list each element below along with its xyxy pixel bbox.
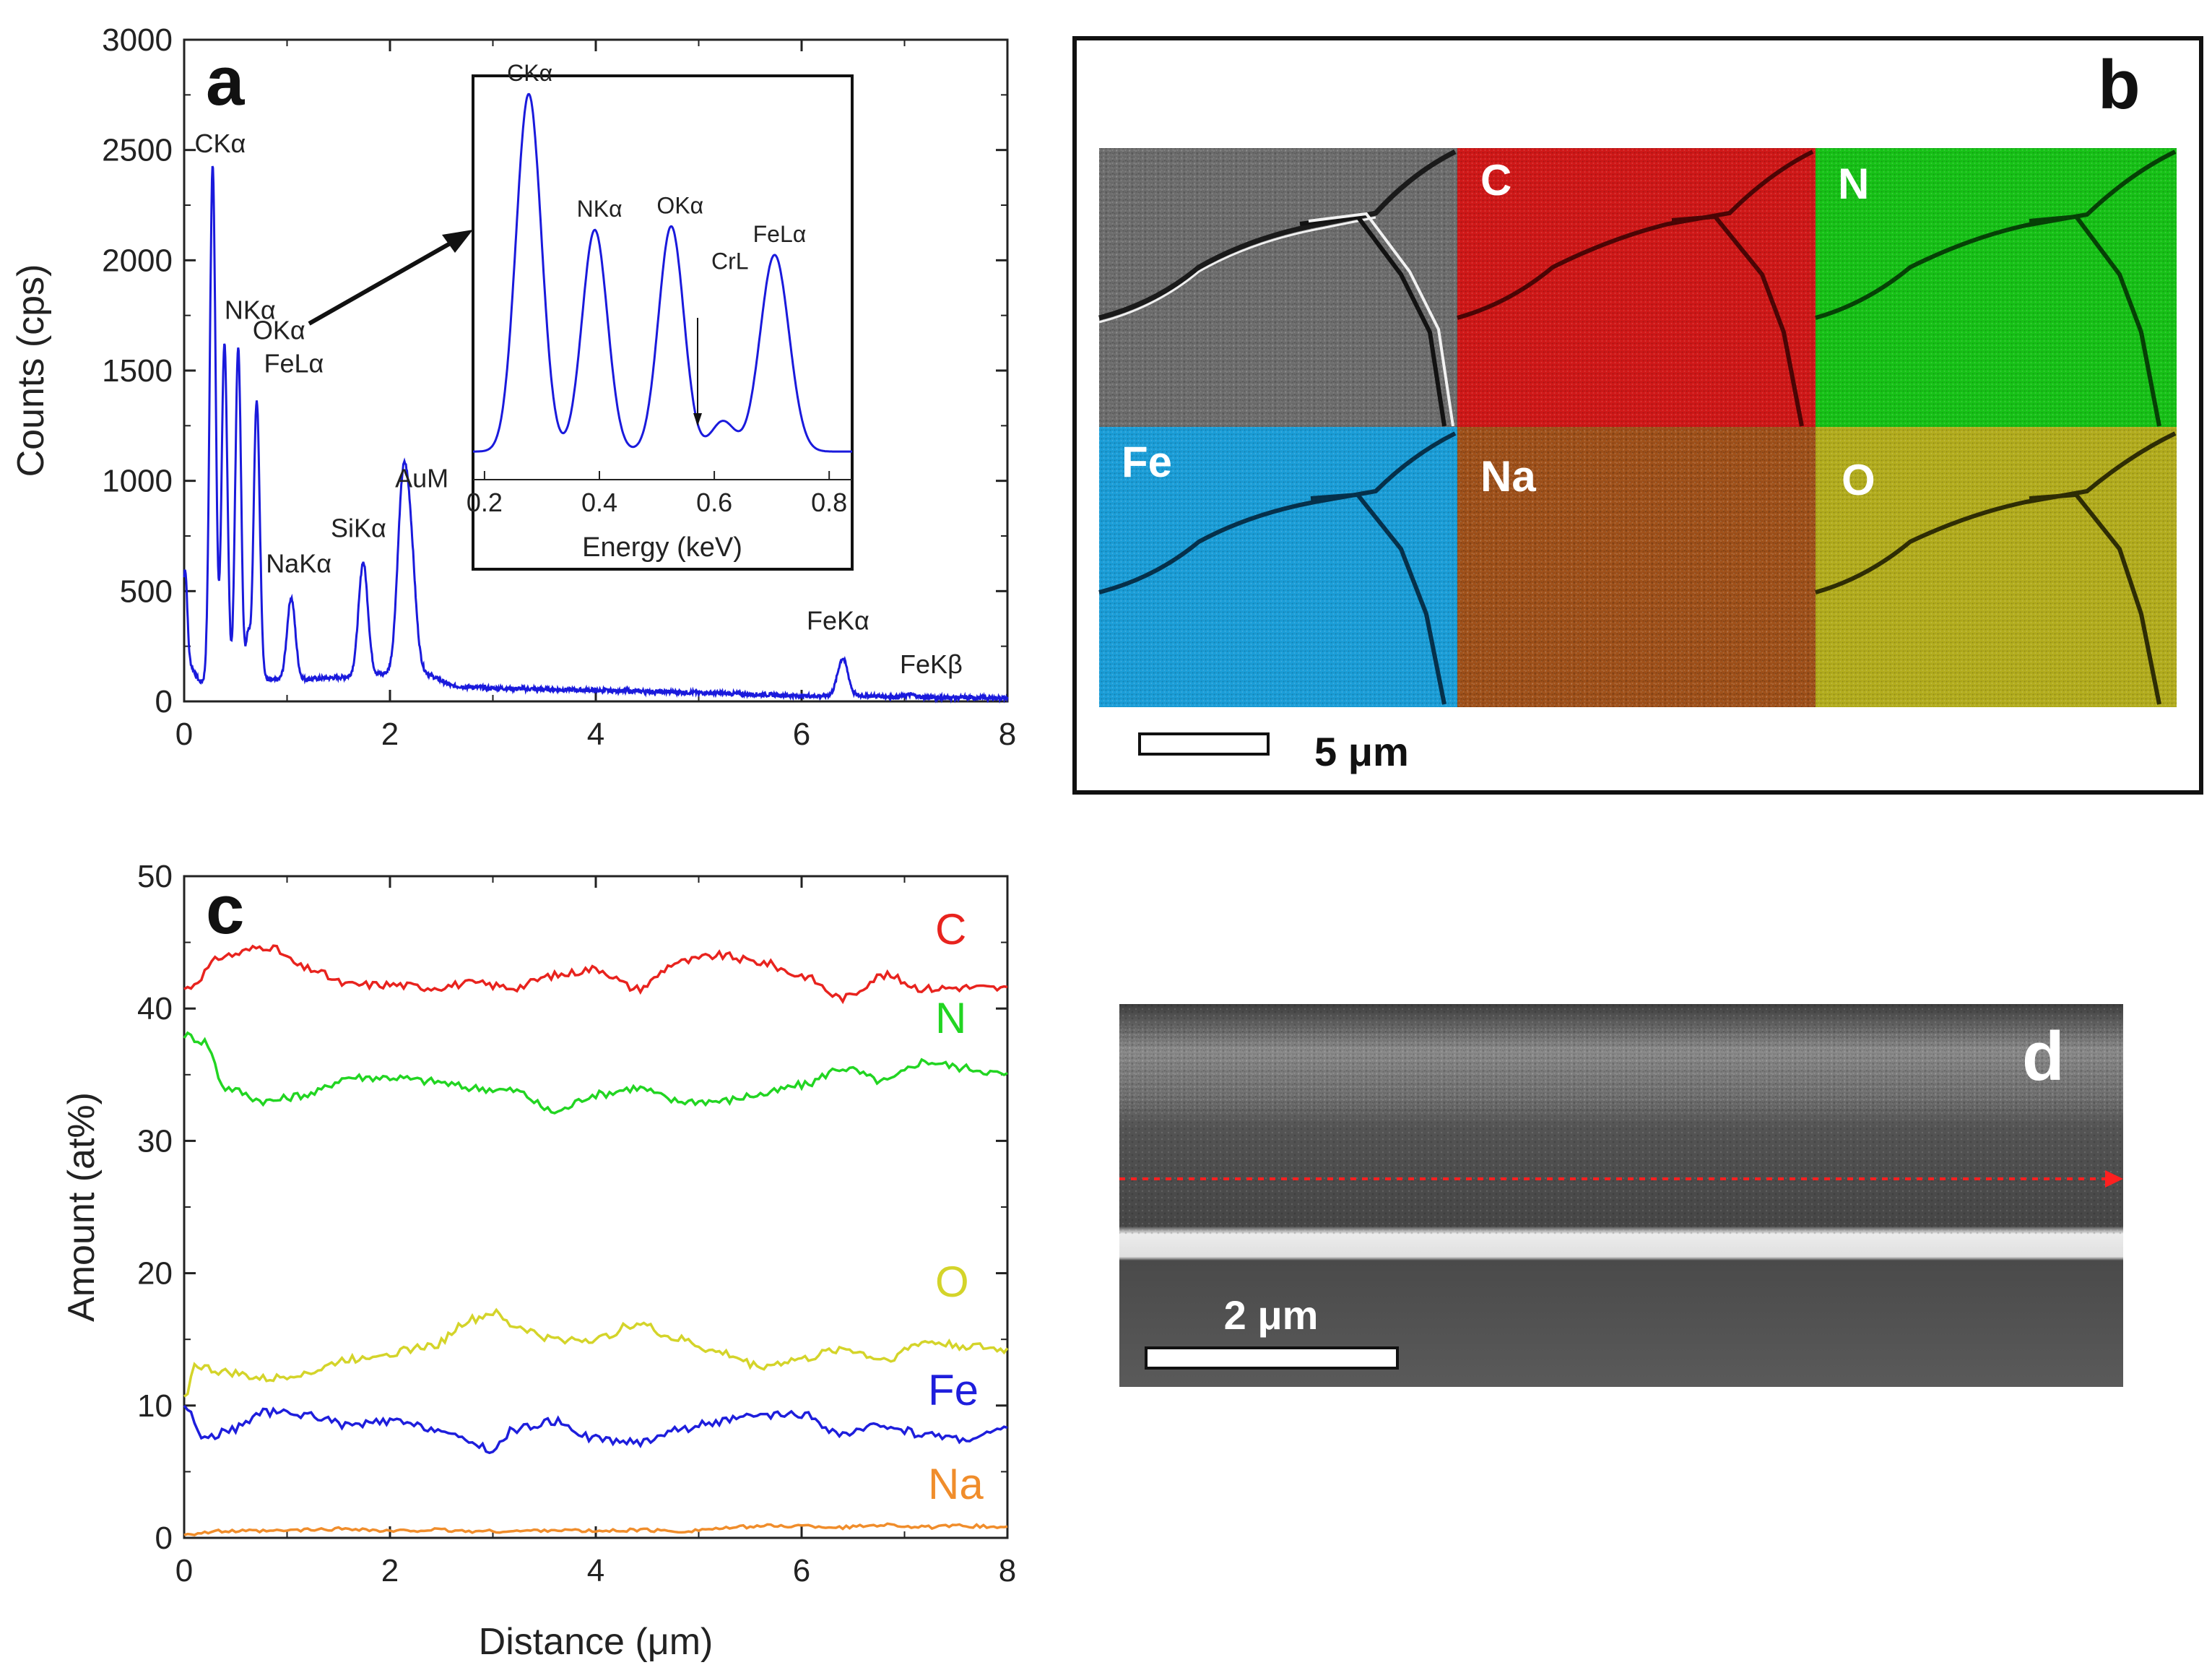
panel-a-ylabel: Counts (cps)	[10, 264, 52, 477]
panel-d-scale-label: 2 μm	[1224, 1292, 1319, 1338]
peak-label: FeKα	[807, 605, 869, 635]
map-na-label: Na	[1480, 452, 1536, 501]
inset-peak-label: NKα	[577, 196, 623, 222]
panel-d-letter: d	[2022, 1018, 2065, 1095]
map-n: N	[1815, 148, 2177, 427]
map-fe: Fe	[1098, 427, 1457, 707]
panel-c-frame	[183, 875, 1009, 1539]
xtick-label: 0	[175, 717, 193, 752]
inset-peak-label: CKα	[507, 60, 552, 86]
inset-xticks: 0.2 0.4 0.6 0.8	[467, 471, 852, 517]
inset-xlabel: Energy (keV)	[582, 532, 742, 563]
ytick-label: 0	[155, 1521, 173, 1556]
panel-c-series	[183, 944, 1009, 1536]
panel-c-letter: c	[206, 871, 244, 948]
panel-a-xticks: 0 2 4 6 8	[175, 40, 1016, 752]
inset-spectrum-line	[473, 92, 852, 453]
ytick-label: 500	[120, 574, 173, 609]
ytick-label: 0	[155, 684, 173, 719]
peak-label: AuM	[395, 463, 448, 493]
inset-xtick-label: 0.2	[467, 488, 503, 517]
panel-d-scale-bar	[1145, 1346, 1399, 1370]
panel-c-xticks: 0 2 4 6 8	[175, 876, 1016, 1588]
xtick-label: 4	[587, 717, 604, 752]
series-line-c	[183, 944, 1008, 1005]
ytick-label: 1000	[102, 464, 173, 499]
peak-label: FeLα	[264, 349, 324, 379]
panel-c-linescan: 0 10 20 30 40 50 0 2 4 6 8 Amount (at%) Distance …	[61, 859, 1016, 1663]
xtick-label: 0	[175, 1553, 193, 1588]
map-o-label: O	[1842, 456, 1875, 504]
panel-d-cross-section: d 2 μm	[1119, 1004, 2123, 1387]
series-line-fe	[183, 1404, 1008, 1455]
xtick-label: 2	[381, 717, 399, 752]
panel-b-maps: b C N	[1072, 36, 2203, 795]
ytick-label: 40	[137, 991, 173, 1026]
series-label-o: O	[935, 1258, 969, 1306]
series-label-fe: Fe	[928, 1366, 979, 1414]
ytick-label: 30	[137, 1123, 173, 1159]
map-na: Na	[1457, 427, 1816, 707]
crl-pointer-head	[693, 413, 702, 426]
inset-peak-label: CrL	[711, 248, 749, 274]
xtick-label: 6	[793, 1553, 810, 1588]
inset-peak-label: OKα	[656, 192, 703, 218]
inset-frame	[472, 74, 854, 571]
linescan-arrow-head	[2105, 1170, 2123, 1188]
inset-xtick-label: 0.8	[811, 488, 847, 517]
inset-arrow	[308, 238, 458, 326]
map-c-label: C	[1480, 156, 1511, 204]
peak-label: OKα	[253, 315, 305, 345]
panel-a-spectrum: 0 500 1000 1500 2000 2500 3000 0 2 4 6 8 Counts (c…	[10, 22, 1016, 752]
map-fe-label: Fe	[1122, 438, 1172, 486]
ytick-label: 10	[137, 1388, 173, 1424]
inset-xtick-label: 0.6	[696, 488, 732, 517]
panel-a-letter: a	[206, 43, 245, 120]
series-label-na: Na	[928, 1460, 984, 1508]
inset-xtick-label: 0.4	[581, 488, 617, 517]
peak-label: FeKβ	[900, 649, 963, 679]
ytick-label: 2000	[102, 243, 173, 278]
panel-c-series-labels: CN O Fe Na	[928, 905, 984, 1508]
ytick-label: 1500	[102, 353, 173, 389]
map-n-label: N	[1838, 160, 1869, 208]
xtick-label: 4	[587, 1553, 604, 1588]
series-label-c: C	[935, 905, 966, 953]
peak-label: NaKα	[266, 548, 331, 578]
ytick-label: 20	[137, 1256, 173, 1292]
map-o: O	[1815, 427, 2177, 707]
panel-b-letter: b	[2098, 46, 2141, 124]
ytick-label: 2500	[102, 133, 173, 168]
panel-c-ylabel: Amount (at%)	[61, 1092, 103, 1322]
xtick-label: 6	[793, 717, 810, 752]
map-c: C	[1457, 148, 1816, 427]
xtick-label: 8	[999, 717, 1016, 752]
panel-c-yticks: 0 10 20 30 40 50	[137, 859, 1007, 1556]
xtick-label: 8	[999, 1553, 1016, 1588]
cross-section-surface	[1119, 1026, 2123, 1112]
peak-label: NKα	[225, 295, 276, 324]
panel-b-scale-label: 5 μm	[1314, 729, 1409, 774]
peak-label: CKα	[194, 129, 246, 158]
panel-a-spectrum-line	[183, 165, 1009, 704]
ytick-label: 3000	[102, 22, 173, 58]
series-line-n	[183, 1031, 1008, 1115]
peak-label: SiKα	[331, 514, 386, 543]
series-line-o	[183, 1307, 1009, 1398]
xtick-label: 2	[381, 1553, 399, 1588]
series-line-na	[183, 1522, 1008, 1536]
panel-c-xlabel: Distance (μm)	[479, 1621, 714, 1663]
map-sem	[1098, 148, 1457, 427]
inset-peak-label: FeLα	[753, 221, 807, 247]
inset-arrow-head	[442, 230, 473, 253]
ytick-label: 50	[137, 859, 173, 894]
panel-a-yticks: 0 500 1000 1500 2000 2500 3000	[102, 22, 1007, 719]
series-label-n: N	[935, 994, 966, 1042]
panel-b-scale-bar	[1138, 732, 1270, 756]
